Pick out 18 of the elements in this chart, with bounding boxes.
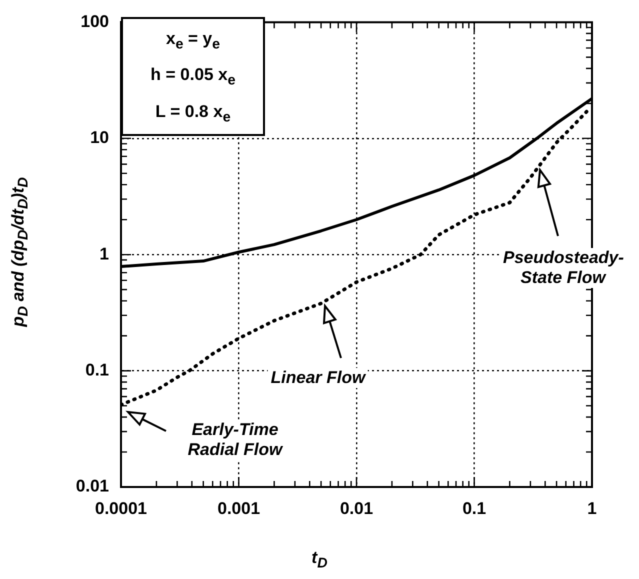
y-tick-label: 0.01 xyxy=(76,476,109,496)
annotation: Pseudosteady-State Flow xyxy=(500,248,626,288)
y-tick-label: 10 xyxy=(90,128,109,148)
annotation: Linear Flow xyxy=(268,368,368,388)
annotation: h = 0.05 x$_{e}$ xyxy=(150,64,236,91)
text-box: x$_{e}$ = y$_{e}$ h = 0.05 x$_{e}$ L = 0.8 x$_{e}$ xyxy=(121,17,265,136)
x-tick-label: 0.01 xyxy=(340,498,374,518)
y-tick-label: 100 xyxy=(80,12,109,31)
x-axis-title: t$_{D}$ xyxy=(310,548,328,572)
x-tick-label: 1 xyxy=(587,498,597,518)
x-tick-label: 0.1 xyxy=(462,498,486,518)
y-tick-label: 0.1 xyxy=(85,360,109,380)
x-tick-label: 0.001 xyxy=(217,498,260,518)
annotation: L = 0.8 x$_{e}$ xyxy=(154,100,232,128)
annotation: x$_{e}$ = y$_{e}$ xyxy=(164,28,222,54)
annotation: Early-Time Radial Flow xyxy=(172,420,298,460)
x-tick-label: 0.0001 xyxy=(95,498,147,518)
y-tick-label: 1 xyxy=(100,244,109,264)
